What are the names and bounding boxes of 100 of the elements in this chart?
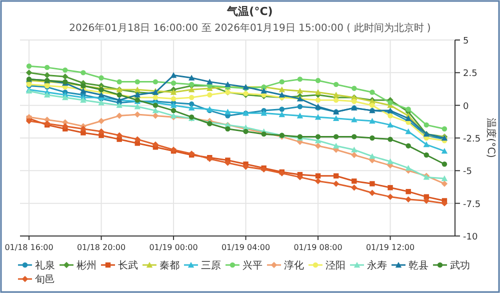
point — [188, 74, 195, 80]
point — [314, 178, 322, 184]
legend-label: 淳化 — [284, 260, 304, 272]
point — [351, 146, 358, 152]
point — [170, 72, 177, 78]
point — [62, 67, 68, 73]
point — [188, 86, 195, 92]
y-tick-label: -2.5 — [463, 134, 481, 144]
point — [188, 101, 194, 107]
point — [441, 180, 448, 187]
point — [333, 173, 339, 178]
point — [152, 102, 158, 108]
point — [442, 126, 448, 132]
chart-subtitle: 2026年01月18日 16:00:00 至 2026年01月19日 15:00:00 ( 此时间为北京时 ) — [69, 22, 431, 34]
point — [152, 79, 158, 84]
y-tick-label: -10 — [463, 232, 478, 242]
point — [405, 128, 412, 134]
x-tick-label: 01/19 08:00 — [294, 243, 342, 252]
point — [351, 152, 358, 158]
legend-label: 武功 — [450, 260, 470, 272]
x-tick-label: 01/19 00:00 — [149, 243, 198, 252]
point — [116, 79, 122, 84]
legend-label: 泾阳 — [326, 260, 346, 272]
point — [423, 198, 430, 204]
point — [98, 75, 104, 80]
point — [170, 80, 176, 86]
point — [352, 178, 357, 184]
point — [424, 122, 429, 128]
point — [62, 123, 68, 130]
point — [315, 98, 321, 103]
point — [152, 94, 158, 100]
point — [225, 126, 230, 132]
point — [170, 96, 176, 102]
point — [134, 136, 141, 142]
point — [314, 142, 322, 149]
point — [279, 106, 285, 112]
point — [26, 118, 32, 124]
point — [260, 88, 267, 94]
point — [388, 185, 393, 190]
legend-label: 长武 — [118, 260, 138, 272]
y-tick-label: 5 — [463, 36, 469, 46]
y-tick-label: 0 — [463, 102, 469, 112]
point — [351, 184, 358, 191]
point — [369, 190, 376, 196]
point — [152, 107, 159, 114]
point — [352, 86, 357, 91]
point — [206, 78, 213, 84]
point — [44, 92, 50, 98]
point — [406, 188, 411, 194]
point — [370, 135, 375, 141]
point — [243, 128, 248, 134]
point — [370, 181, 375, 186]
point — [278, 92, 286, 98]
point — [333, 82, 339, 88]
point — [62, 94, 68, 100]
point — [224, 108, 231, 114]
point — [369, 153, 376, 159]
point — [405, 115, 412, 121]
point — [116, 102, 122, 108]
point — [44, 72, 50, 78]
y-tick-label: 2.5 — [463, 69, 478, 80]
point — [315, 173, 321, 178]
point — [242, 164, 249, 170]
point — [441, 148, 448, 154]
point — [152, 141, 159, 148]
point — [188, 94, 194, 100]
point — [424, 152, 429, 158]
point — [134, 92, 141, 98]
point — [116, 112, 122, 119]
legend-label: 旬邑 — [35, 274, 55, 286]
point — [260, 110, 267, 116]
x-tick-label: 01/18 16:00 — [4, 243, 54, 252]
point — [134, 104, 141, 110]
point — [80, 97, 86, 103]
point — [224, 81, 231, 88]
legend-label: 兴平 — [242, 260, 262, 272]
point — [406, 106, 411, 112]
point — [26, 64, 32, 69]
point — [296, 112, 304, 118]
point — [369, 118, 376, 124]
point — [352, 98, 357, 104]
point — [442, 162, 448, 167]
point — [352, 134, 357, 140]
point — [441, 175, 448, 182]
legend-label: 彬州 — [76, 260, 96, 272]
point — [116, 132, 122, 138]
point — [278, 111, 286, 118]
point — [170, 108, 176, 114]
point — [332, 115, 340, 121]
point — [315, 134, 321, 140]
point — [387, 158, 394, 164]
legend-label: 乾县 — [408, 260, 428, 272]
point — [333, 98, 339, 103]
legend-label: 永寿 — [367, 260, 387, 272]
point — [297, 104, 303, 110]
point — [314, 89, 322, 95]
point — [134, 111, 141, 118]
point — [351, 116, 358, 122]
point — [388, 100, 393, 106]
point — [80, 126, 86, 132]
